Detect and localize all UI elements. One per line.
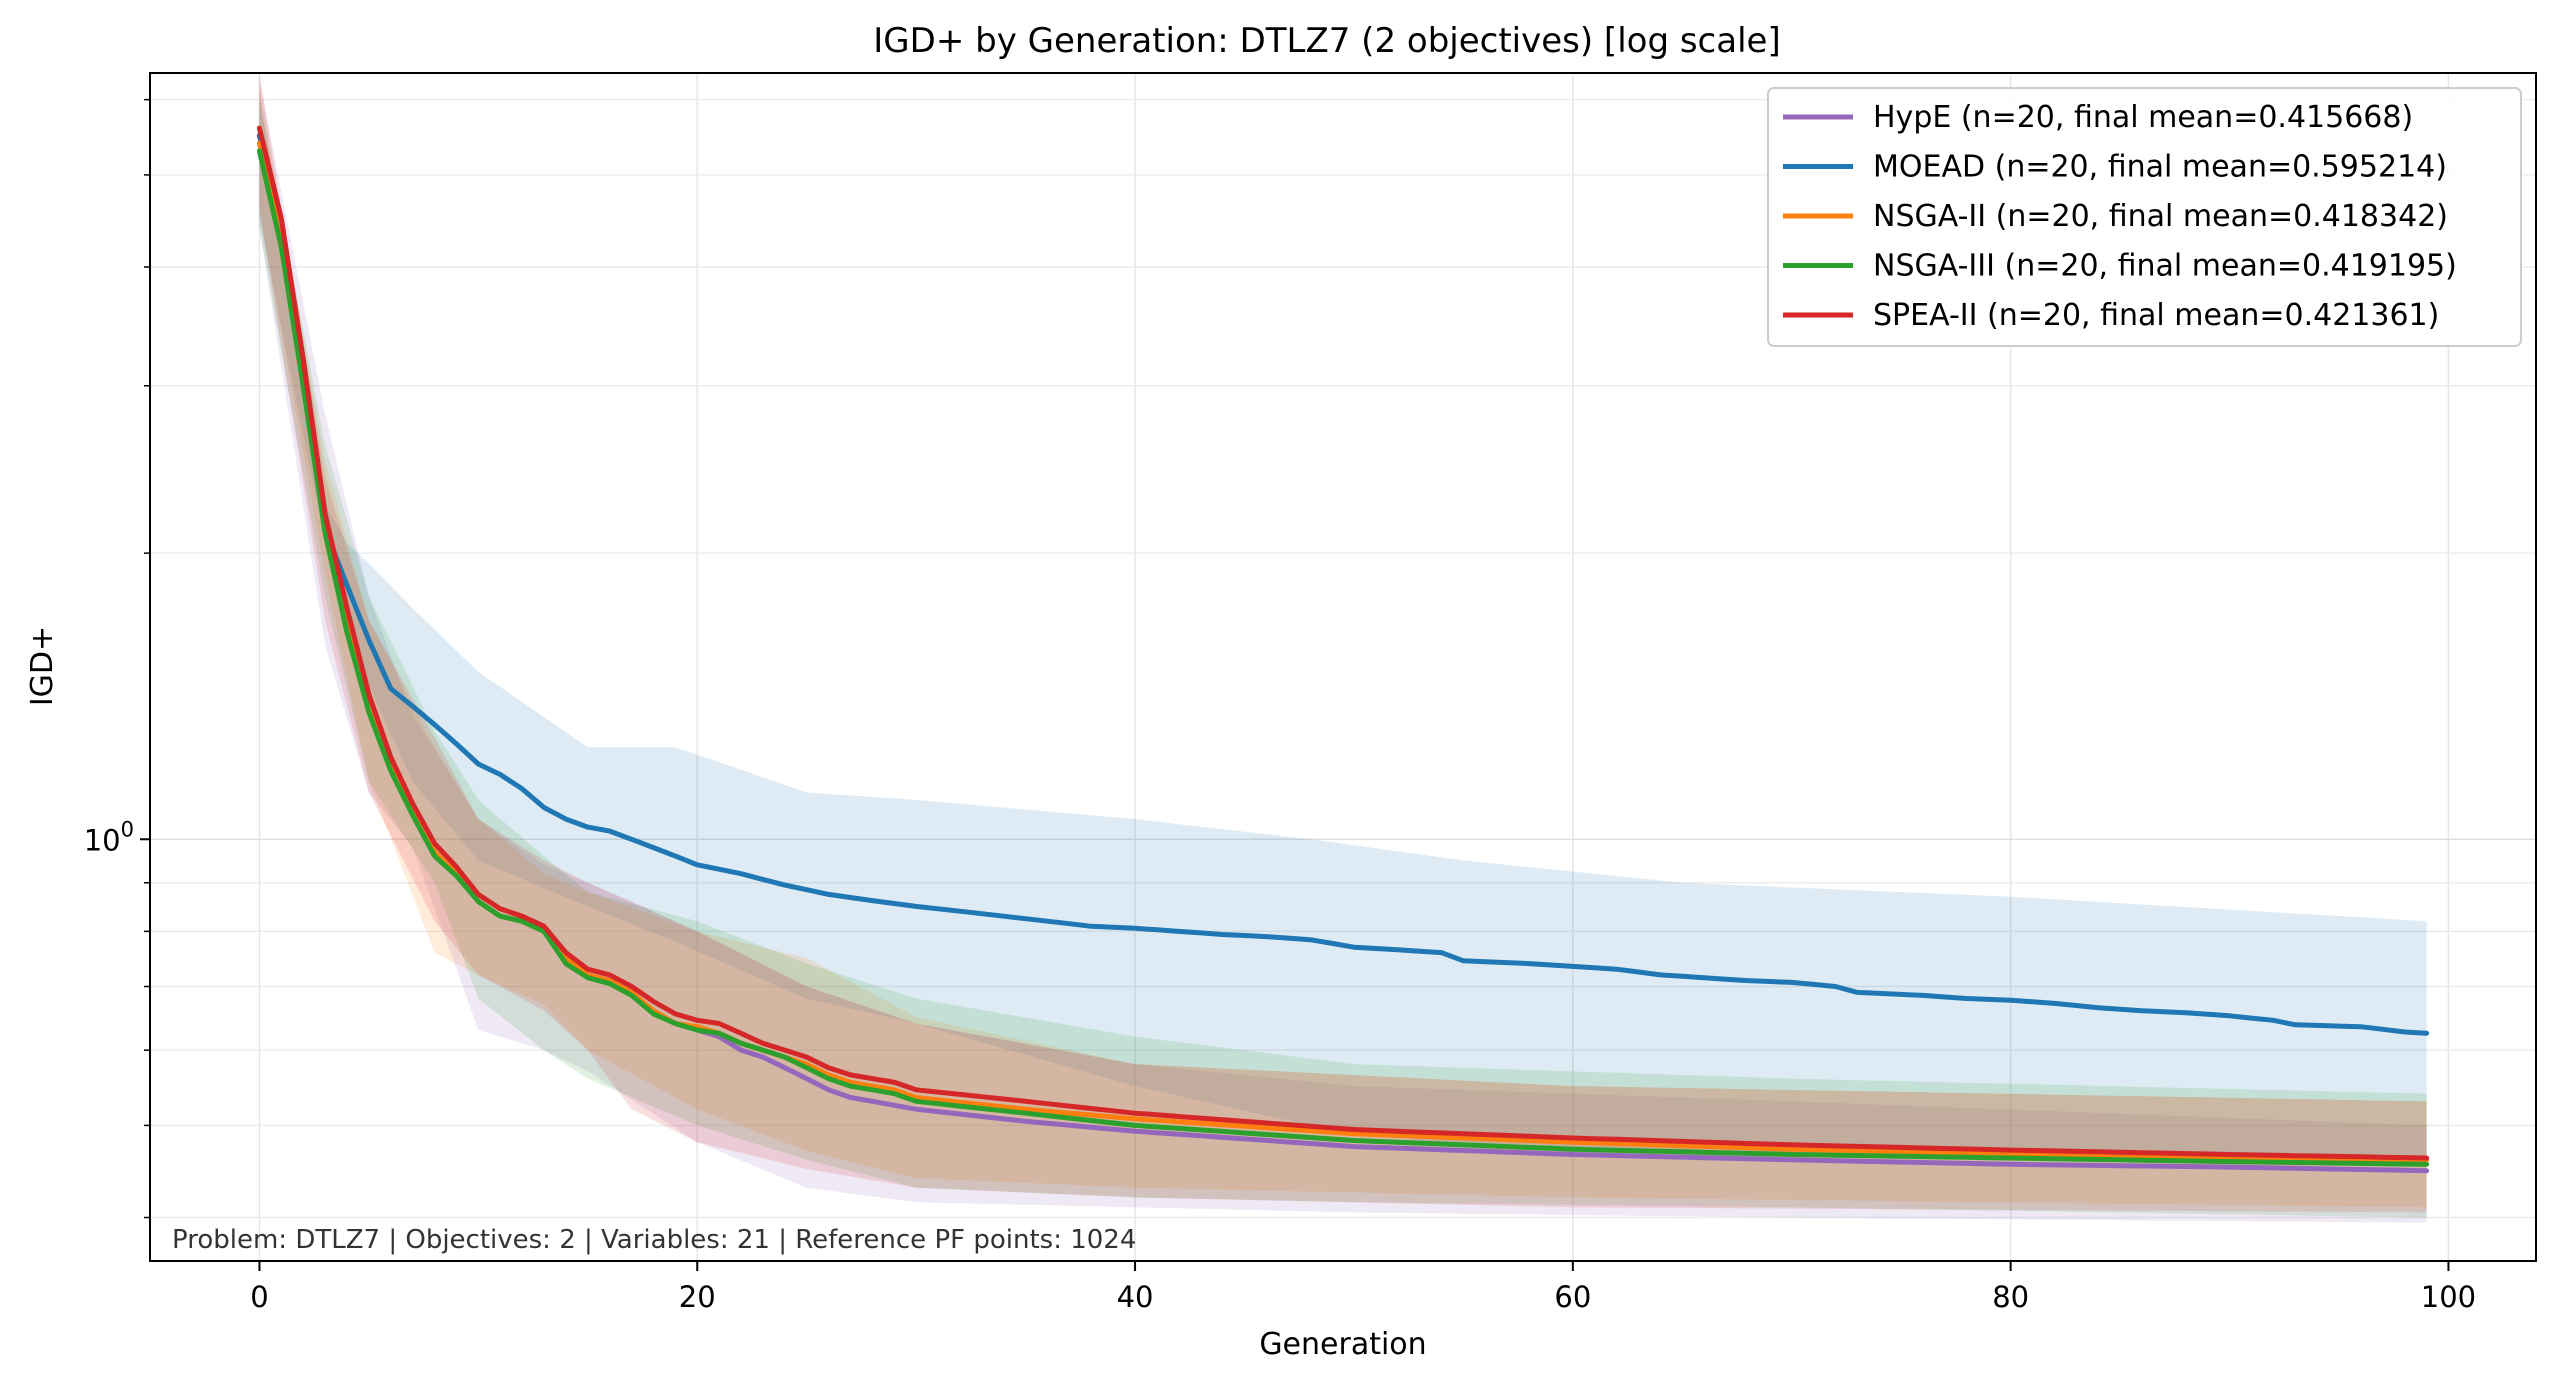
x-tick-label: 40 [1117, 1280, 1154, 1314]
x-tick-label: 100 [2421, 1280, 2476, 1314]
line-spea-ii [256, 125, 2430, 1161]
y-tick-label: 100 [84, 817, 134, 857]
line-moead [256, 133, 2430, 1036]
x-tick-label: 60 [1554, 1280, 1591, 1314]
legend: HypE (n=20, final mean=0.415668) MOEAD (n… [1767, 87, 2522, 347]
band-spea-ii [259, 73, 2427, 1213]
legend-label-spea-ii: SPEA-II (n=20, final mean=0.421361) [1873, 298, 2439, 333]
x-tick-label: 80 [1992, 1280, 2029, 1314]
band-moead [259, 92, 2427, 1165]
y-axis-label: IGD+ [25, 626, 60, 706]
line-nsga-ii [256, 140, 2430, 1163]
legend-box [1767, 87, 2522, 347]
confidence-bands [259, 73, 2427, 1223]
legend-label-hype: HypE (n=20, final mean=0.415668) [1873, 100, 2413, 135]
x-axis-label: Generation [1259, 1327, 1426, 1362]
x-tick-label: 20 [679, 1280, 716, 1314]
info-annotation: Problem: DTLZ7 | Objectives: 2 | Variabl… [172, 1225, 1136, 1255]
x-tick-label: 0 [250, 1280, 268, 1314]
chart-title: IGD+ by Generation: DTLZ7 (2 objectives)… [873, 21, 1780, 61]
legend-label-nsga-ii: NSGA-II (n=20, final mean=0.418342) [1873, 199, 2448, 234]
series-lines [256, 125, 2430, 1174]
plot-frame [149, 72, 2537, 1262]
legend-label-nsga-iii: NSGA-III (n=20, final mean=0.419195) [1873, 249, 2457, 284]
band-nsga-iii [259, 99, 2427, 1218]
legend-label-moead: MOEAD (n=20, final mean=0.595214) [1873, 150, 2447, 185]
line-nsga-iii [256, 148, 2430, 1167]
axis-ticks: 0 20 40 60 80 100 100 [84, 98, 2476, 1314]
